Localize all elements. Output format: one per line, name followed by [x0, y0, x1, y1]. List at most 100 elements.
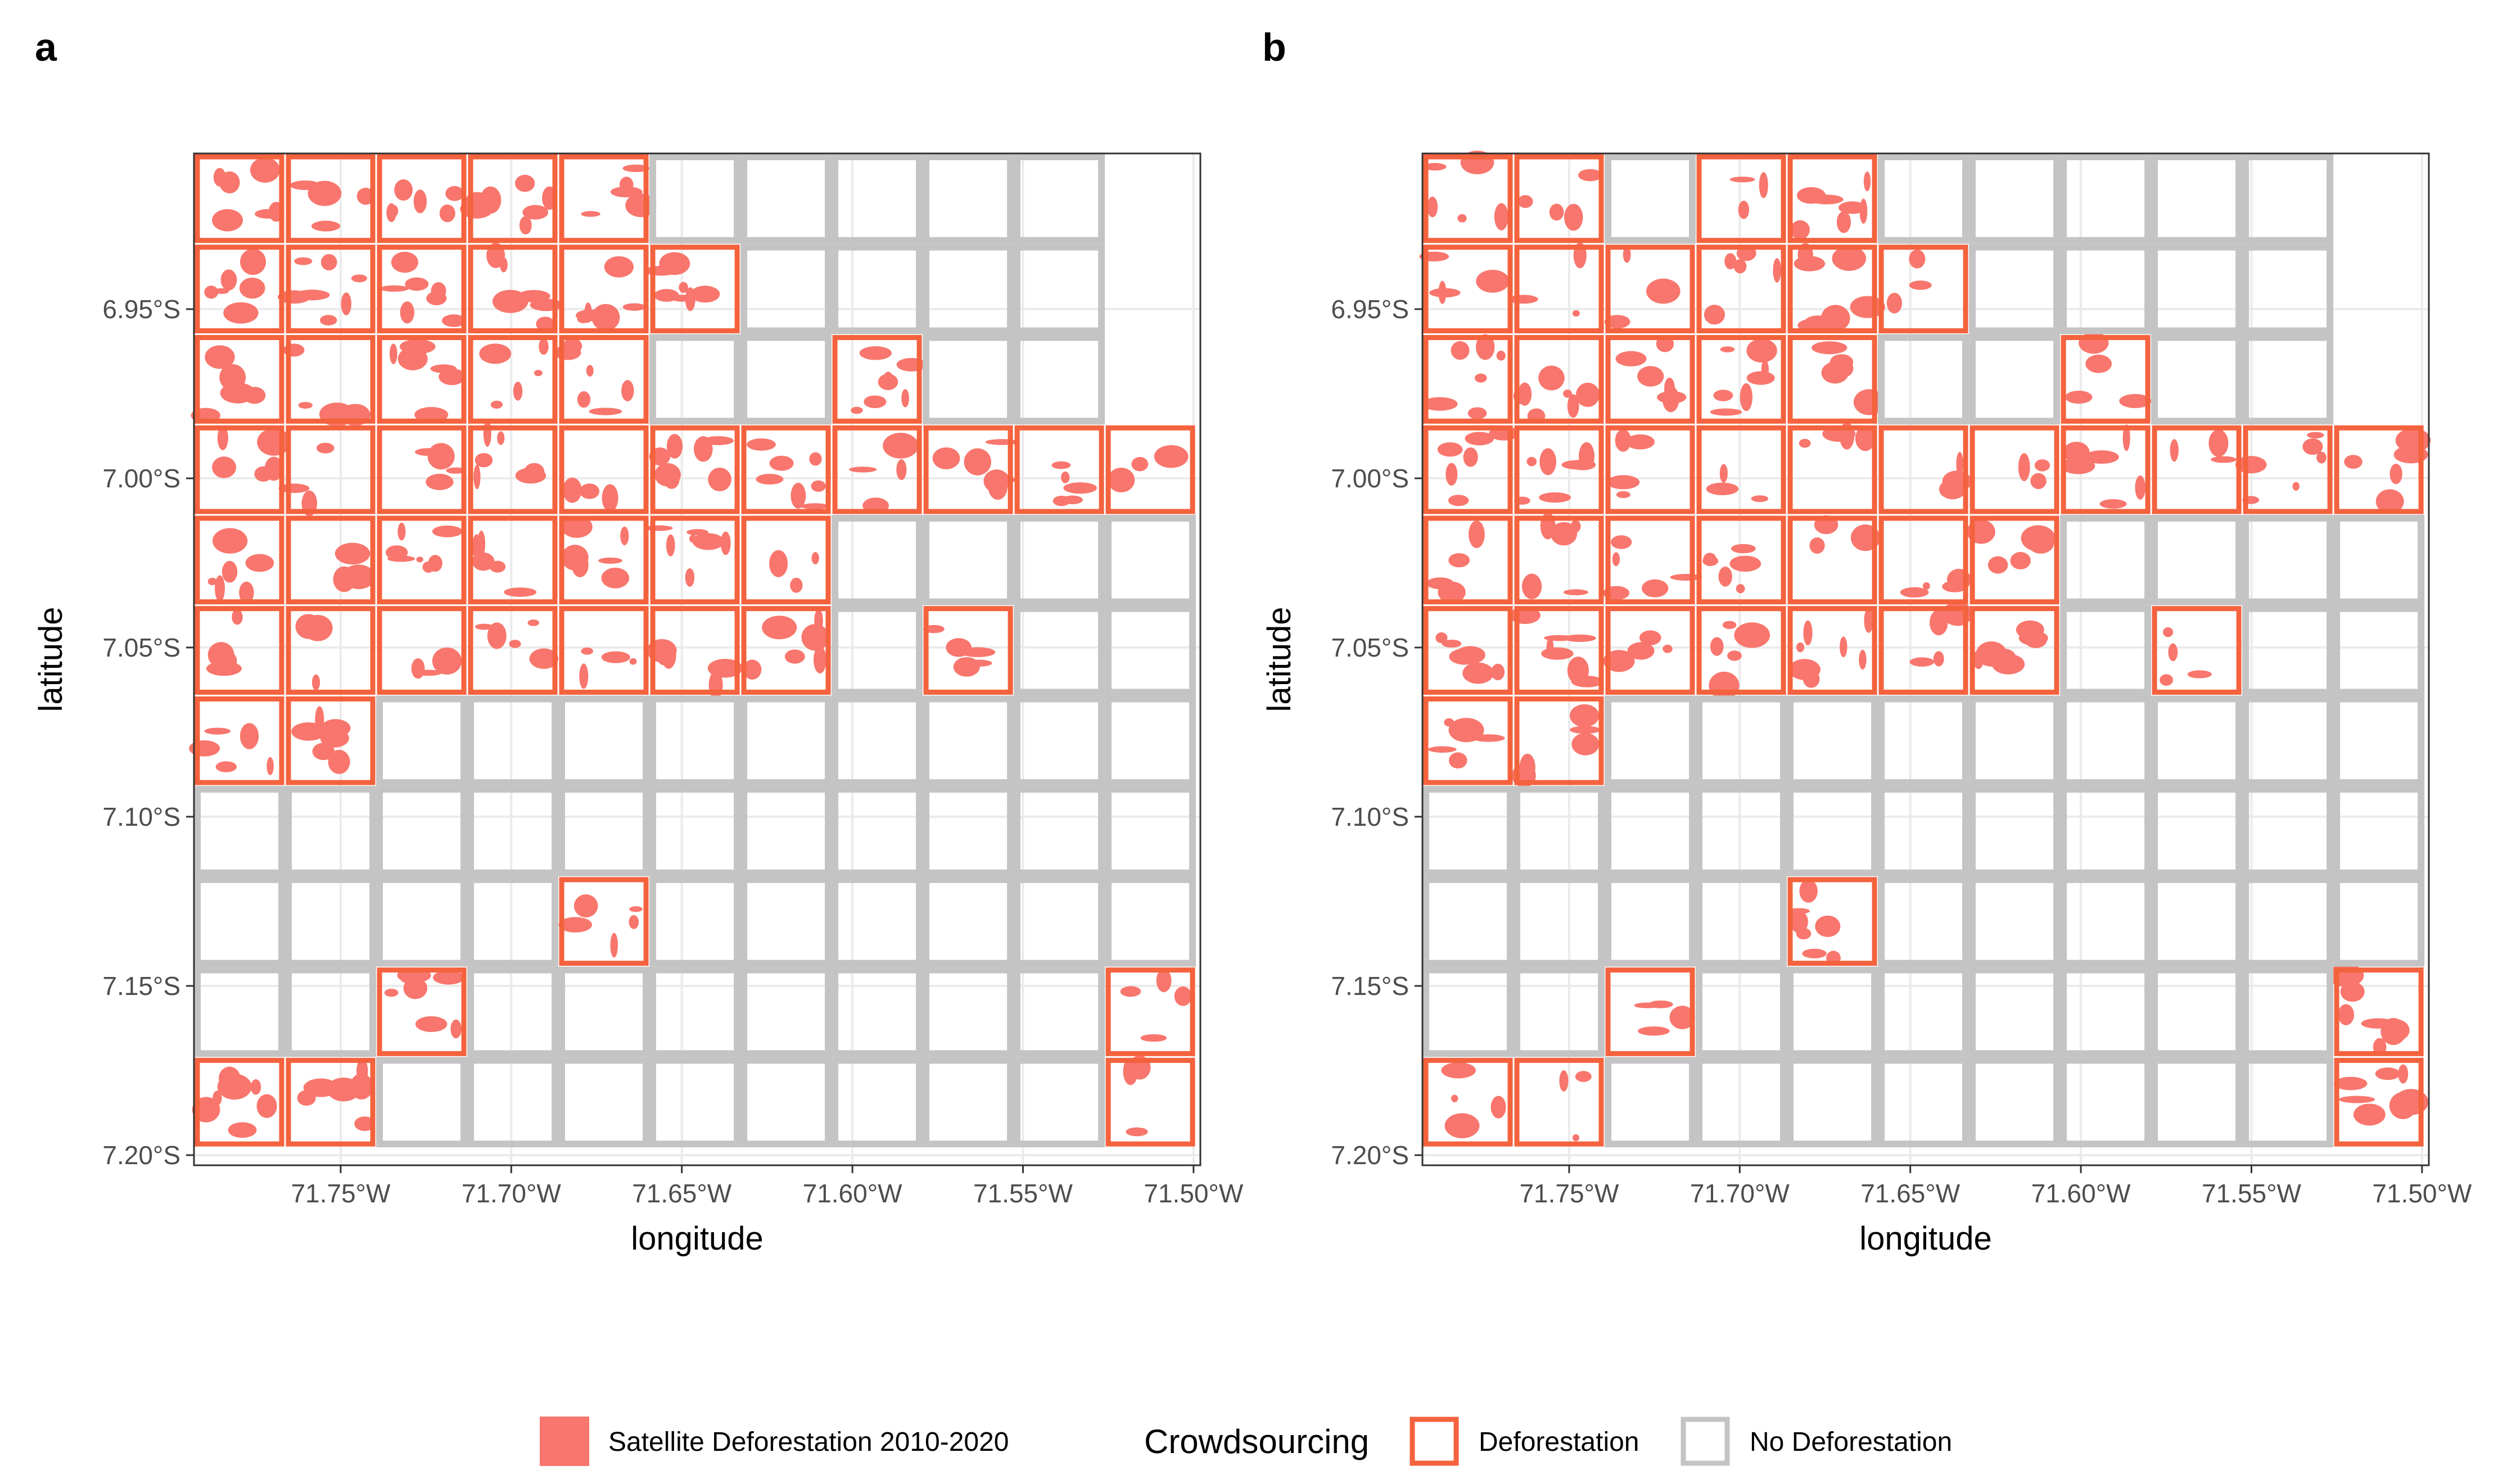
cell-deforestation	[923, 425, 1013, 514]
deforestation-patch	[446, 467, 466, 474]
cell-no-deforestation	[1105, 605, 1196, 696]
deforestation-patch	[1156, 969, 1172, 993]
deforestation-patch	[450, 1019, 462, 1039]
deforestation-patch	[1751, 495, 1769, 503]
deforestation-patch	[1526, 456, 1537, 467]
cell-deforestation	[468, 245, 558, 333]
cell-deforestation	[2152, 425, 2242, 514]
deforestation-patch	[320, 254, 337, 271]
deforestation-patch	[571, 553, 589, 577]
deforestation-patch	[1627, 642, 1655, 660]
cell-no-deforestation	[1605, 695, 1696, 786]
deforestation-patch	[1759, 172, 1768, 198]
cell-no-deforestation	[832, 514, 923, 605]
deforestation-patch	[1126, 1127, 1148, 1137]
deforestation-patch	[1790, 910, 1808, 934]
cell-no-deforestation	[649, 1057, 741, 1148]
deforestation-patch	[1657, 391, 1687, 404]
deforestation-patch	[250, 157, 280, 183]
deforestation-patch	[224, 652, 237, 671]
deforestation-patch	[1729, 555, 1761, 572]
deforestation-patch	[483, 420, 491, 447]
deforestation-patch	[1427, 196, 1438, 218]
cell-no-deforestation	[1969, 876, 2061, 967]
deforestation-patch	[610, 933, 618, 958]
deforestation-patch	[204, 286, 219, 299]
deforestation-patch	[1578, 169, 1603, 182]
y-tick-label: 7.10°S	[102, 802, 180, 831]
cell-no-deforestation	[923, 514, 1014, 605]
y-axis-title: latitude	[1261, 607, 1298, 712]
cell-no-deforestation	[649, 876, 741, 967]
deforestation-patch	[1956, 451, 1963, 476]
deforestation-patch	[579, 483, 600, 499]
deforestation-patch	[1625, 434, 1655, 450]
deforestation-patch	[256, 1094, 277, 1118]
cell-no-deforestation	[2060, 243, 2152, 334]
panel-border	[1421, 152, 2430, 1166]
cell-no-deforestation	[558, 1057, 650, 1148]
deforestation-patch	[1496, 350, 1506, 361]
cell-deforestation	[559, 334, 649, 424]
cell-no-deforestation	[923, 695, 1014, 786]
deforestation-patch	[1812, 341, 1847, 355]
deforestation-patch	[2168, 643, 2178, 662]
cell-no-deforestation	[2242, 1057, 2334, 1148]
cell-no-deforestation	[1696, 786, 1787, 876]
cell-deforestation	[2061, 334, 2151, 424]
cell-no-deforestation	[1014, 514, 1105, 605]
cell-no-deforestation	[376, 876, 468, 967]
cell-no-deforestation	[1014, 153, 1105, 244]
deforestation-patch	[414, 407, 449, 423]
legend: Satellite Deforestation 2010-2020 Crowds…	[540, 1417, 1952, 1466]
deforestation-patch	[878, 373, 898, 390]
deforestation-patch	[401, 976, 423, 984]
deforestation-patch	[579, 663, 589, 689]
deforestation-patch	[228, 1122, 257, 1138]
cell-no-deforestation	[740, 876, 832, 967]
deforestation-patch	[1993, 649, 2017, 669]
deforestation-patch	[1438, 581, 1466, 603]
deforestation-patch	[2135, 475, 2145, 500]
cell-deforestation	[1970, 515, 2059, 605]
deforestation-patch	[1441, 1062, 1476, 1079]
x-tick-label: 71.55°W	[973, 1179, 1073, 1208]
cell-deforestation	[2152, 606, 2242, 695]
deforestation-patch	[2398, 1064, 2409, 1084]
cell-no-deforestation	[558, 695, 650, 786]
deforestation-patch	[1442, 639, 1462, 648]
deforestation-patch	[769, 455, 794, 471]
cell-no-deforestation	[1014, 966, 1105, 1057]
cell-deforestation	[1514, 606, 1604, 695]
deforestation-patch	[1449, 648, 1480, 665]
cell-deforestation	[2334, 967, 2424, 1056]
deforestation-patch	[1435, 632, 1448, 644]
cell-no-deforestation	[2151, 966, 2243, 1057]
deforestation-patch	[1491, 663, 1505, 681]
deforestation-patch	[504, 587, 537, 597]
cell-deforestation	[286, 515, 376, 605]
deforestation-patch	[1790, 220, 1810, 240]
deforestation-patch	[2375, 489, 2404, 514]
deforestation-patch	[311, 220, 341, 232]
deforestation-patch	[747, 438, 776, 451]
cell-no-deforestation	[1787, 786, 1878, 876]
deforestation-patch	[932, 447, 960, 469]
cell-deforestation	[195, 696, 284, 785]
cell-no-deforestation	[194, 786, 286, 876]
cell-no-deforestation	[2151, 334, 2243, 425]
cell-no-deforestation	[923, 876, 1014, 967]
deforestation-patch	[1438, 280, 1447, 304]
cell-no-deforestation	[558, 966, 650, 1057]
deforestation-patch	[2211, 456, 2237, 463]
deforestation-patch	[1840, 636, 1847, 658]
deforestation-patch	[291, 722, 326, 741]
deforestation-patch	[240, 248, 266, 275]
deforestation-patch	[232, 609, 243, 625]
deforestation-patch	[2010, 551, 2031, 569]
deforestation-patch	[756, 473, 784, 485]
deforestation-patch	[790, 482, 806, 509]
cell-deforestation	[559, 154, 649, 243]
cell-deforestation	[1787, 154, 1877, 243]
deforestation-patch	[1508, 295, 1538, 304]
